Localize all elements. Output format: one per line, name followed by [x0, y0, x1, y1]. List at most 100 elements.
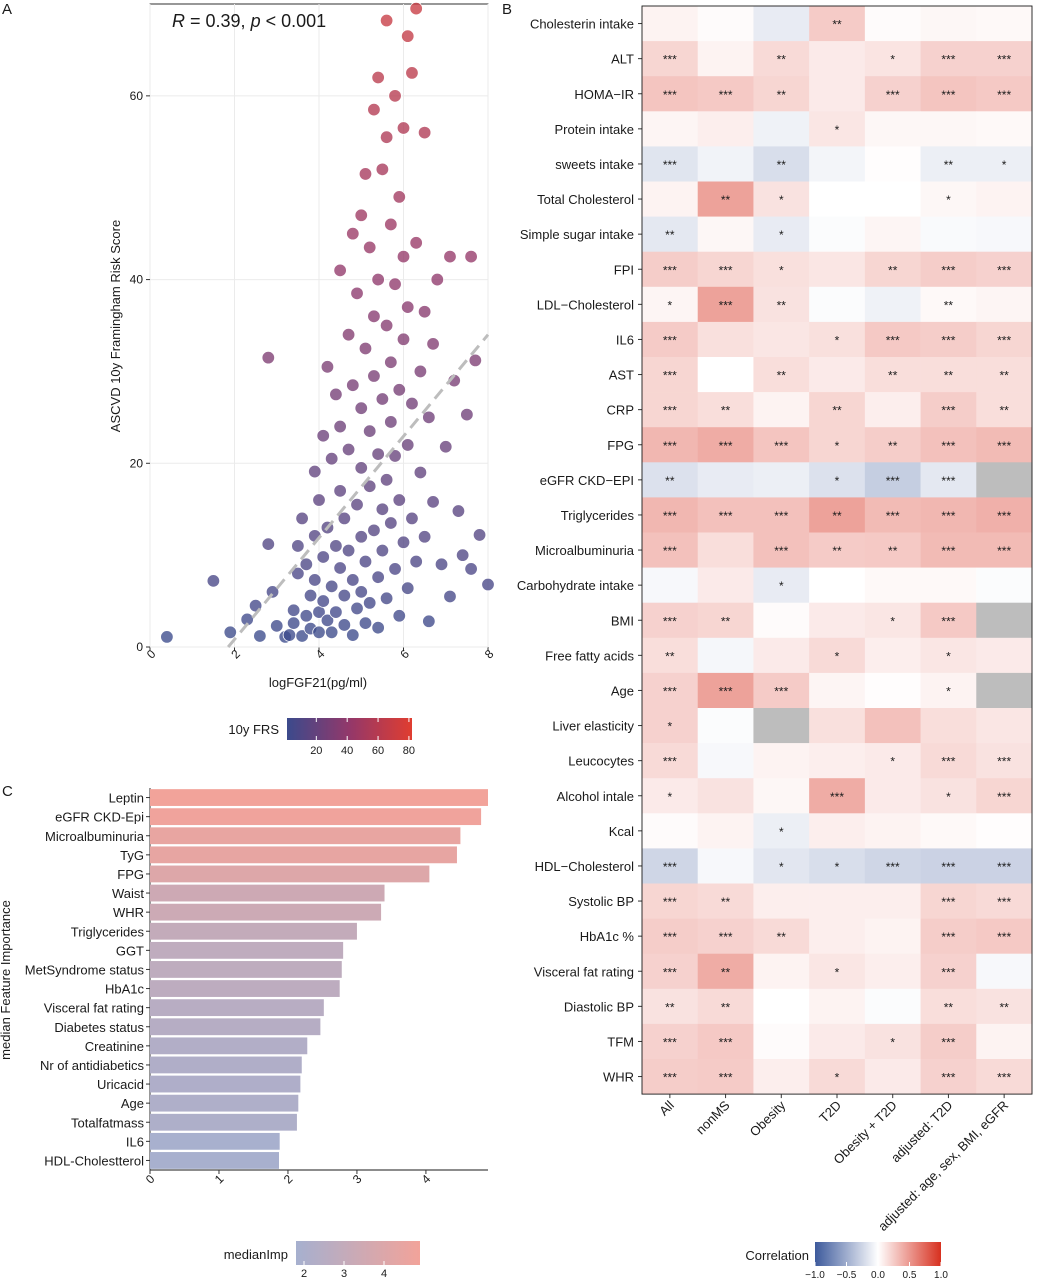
heatmap-cell [753, 567, 810, 603]
data-point [367, 309, 381, 324]
data-point [354, 208, 368, 222]
data-point [324, 625, 339, 640]
significance-stars: * [779, 579, 784, 593]
significance-stars: *** [941, 755, 955, 769]
significance-stars: ** [888, 439, 898, 453]
data-point [472, 528, 487, 542]
significance-stars: *** [941, 53, 955, 67]
significance-stars: *** [719, 509, 733, 523]
significance-stars: ** [665, 649, 675, 663]
significance-stars: *** [663, 263, 677, 277]
data-point [379, 591, 394, 606]
bar-category-label: TyG [120, 848, 144, 863]
heatmap-cell [642, 708, 699, 744]
heatmap-cell [697, 672, 754, 709]
data-point [160, 630, 174, 644]
significance-stars: *** [997, 509, 1011, 523]
heatmap-cell [864, 216, 921, 252]
row-label: Diastolic BP [564, 999, 634, 1014]
bar-category-label: FPG [117, 867, 144, 882]
row-label: Triglycerides [561, 508, 635, 523]
bar-category-label: Waist [112, 886, 144, 901]
heatmap-cell [753, 1059, 810, 1095]
significance-stars: *** [941, 614, 955, 628]
heatmap-cell [864, 708, 921, 744]
heatmap-cell [920, 392, 977, 428]
heatmap-cell [864, 953, 921, 990]
heatmap-cell [697, 286, 754, 323]
panel-label-c: C [2, 783, 13, 800]
significance-stars: *** [774, 544, 788, 558]
bar [150, 808, 482, 826]
bar [150, 827, 461, 845]
heatmap-cell [976, 251, 1033, 288]
bar-category-label: Leptin [109, 791, 144, 806]
significance-stars: *** [997, 544, 1011, 558]
data-point [451, 504, 466, 518]
heatmap-cell [753, 76, 810, 112]
annotation-part: < 0.001 [261, 11, 327, 31]
significance-stars: *** [886, 509, 900, 523]
significance-stars: *** [719, 930, 733, 944]
heatmap-cell [809, 532, 866, 568]
row-label: Total Cholesterol [537, 192, 634, 207]
column-label: T2D [816, 1098, 844, 1126]
heatmap-cell [864, 883, 921, 919]
significance-stars: *** [941, 965, 955, 979]
heatmap-cell [697, 497, 754, 533]
heatmap-cell [920, 111, 977, 147]
significance-stars: ** [777, 158, 787, 172]
heatmap-cell [697, 708, 754, 744]
row-label: eGFR CKD−EPI [540, 473, 634, 488]
data-point [379, 130, 394, 144]
panel-label-a: A [2, 1, 12, 18]
data-point [253, 629, 267, 643]
heatmap-cell [642, 1059, 699, 1095]
significance-stars: * [835, 1071, 840, 1085]
bar [150, 1094, 299, 1112]
significance-stars: *** [663, 404, 677, 418]
trend-line [227, 333, 490, 648]
significance-stars: *** [941, 333, 955, 347]
significance-stars: *** [719, 263, 733, 277]
data-point [481, 577, 495, 592]
x-tick-label: 8 [482, 647, 497, 662]
correlation-legend-title: Correlation [745, 1248, 809, 1263]
heatmap-cell [697, 637, 754, 674]
heatmap-cell [753, 988, 810, 1025]
heatmap-cell [920, 321, 977, 358]
heatmap-cell [976, 392, 1033, 428]
data-point [396, 121, 411, 135]
heatmap-cell [809, 251, 866, 288]
heatmap-cell [809, 41, 866, 77]
row-label: Systolic BP [568, 894, 634, 909]
row-label: HDL−Cholesterol [535, 859, 634, 874]
data-point [392, 609, 406, 623]
data-point [392, 383, 406, 397]
annotation-part: p [250, 11, 261, 31]
heatmap-cell [753, 743, 810, 779]
significance-stars: * [890, 53, 895, 67]
data-point [286, 616, 301, 630]
heatmap-cell [697, 462, 754, 498]
heatmap-cell [864, 532, 921, 568]
data-point [350, 286, 364, 301]
heatmap-cell [809, 321, 866, 358]
row-label: Carbohydrate intake [517, 578, 634, 593]
data-point [384, 355, 398, 369]
heatmap-cell [642, 883, 699, 919]
row-label: CRP [607, 403, 634, 418]
data-point [405, 511, 419, 526]
heatmap-cell [920, 497, 977, 533]
y-tick-label: 20 [130, 456, 144, 470]
significance-stars: ** [721, 965, 731, 979]
significance-stars: * [890, 755, 895, 769]
heatmap-cell [864, 286, 921, 323]
data-point [329, 387, 343, 402]
heatmap-cell [642, 392, 699, 428]
data-point [261, 537, 276, 551]
heatmap-cell [697, 427, 754, 463]
bar-category-label: Uricacid [97, 1077, 144, 1092]
data-point [371, 570, 385, 584]
data-point [320, 360, 335, 374]
